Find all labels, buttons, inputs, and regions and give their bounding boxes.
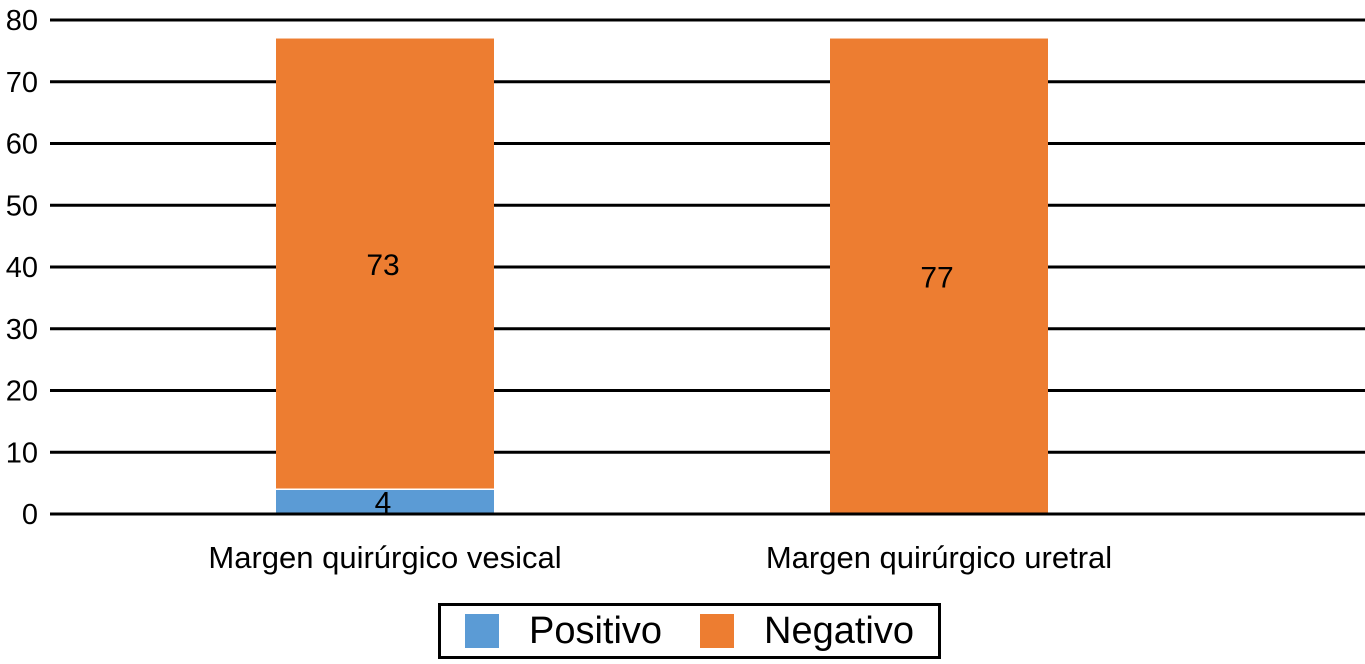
legend-item-positivo: Positivo — [464, 610, 663, 652]
legend-swatch-positivo — [464, 614, 499, 648]
y-tick-label-20: 20 — [6, 376, 38, 408]
bar-negativo-1 — [830, 38, 1048, 515]
y-tick-label-0: 0 — [22, 499, 38, 531]
legend-swatch-negativo — [700, 614, 735, 648]
bar-negativo-0 — [276, 38, 494, 490]
legend-label-positivo: Positivo — [528, 610, 663, 652]
legend: Positivo Negativo — [438, 603, 941, 659]
category-label-1: Margen quirúrgico uretral — [766, 540, 1112, 575]
y-tick-label-50: 50 — [6, 190, 38, 222]
data-label-negativo-1: 77 — [920, 261, 953, 294]
bar-chart-svg: 0 10 20 30 40 50 60 70 80 4 73 77 Margen quirúrgico … — [6, 5, 1365, 575]
data-label-positivo-0: 4 — [375, 487, 392, 520]
data-label-negativo-0: 73 — [366, 249, 399, 282]
category-label-0: Margen quirúrgico vesical — [208, 540, 561, 575]
legend-item-negativo: Negativo — [700, 612, 914, 650]
legend-label-negativo: Negativo — [764, 610, 915, 652]
y-tick-label-70: 70 — [6, 67, 38, 99]
y-tick-label-80: 80 — [6, 5, 38, 37]
y-tick-label-60: 60 — [6, 129, 38, 161]
y-tick-label-10: 10 — [6, 437, 38, 469]
bar-positivo-0 — [276, 489, 494, 514]
y-tick-label-40: 40 — [6, 252, 38, 284]
y-tick-label-30: 30 — [6, 314, 38, 346]
